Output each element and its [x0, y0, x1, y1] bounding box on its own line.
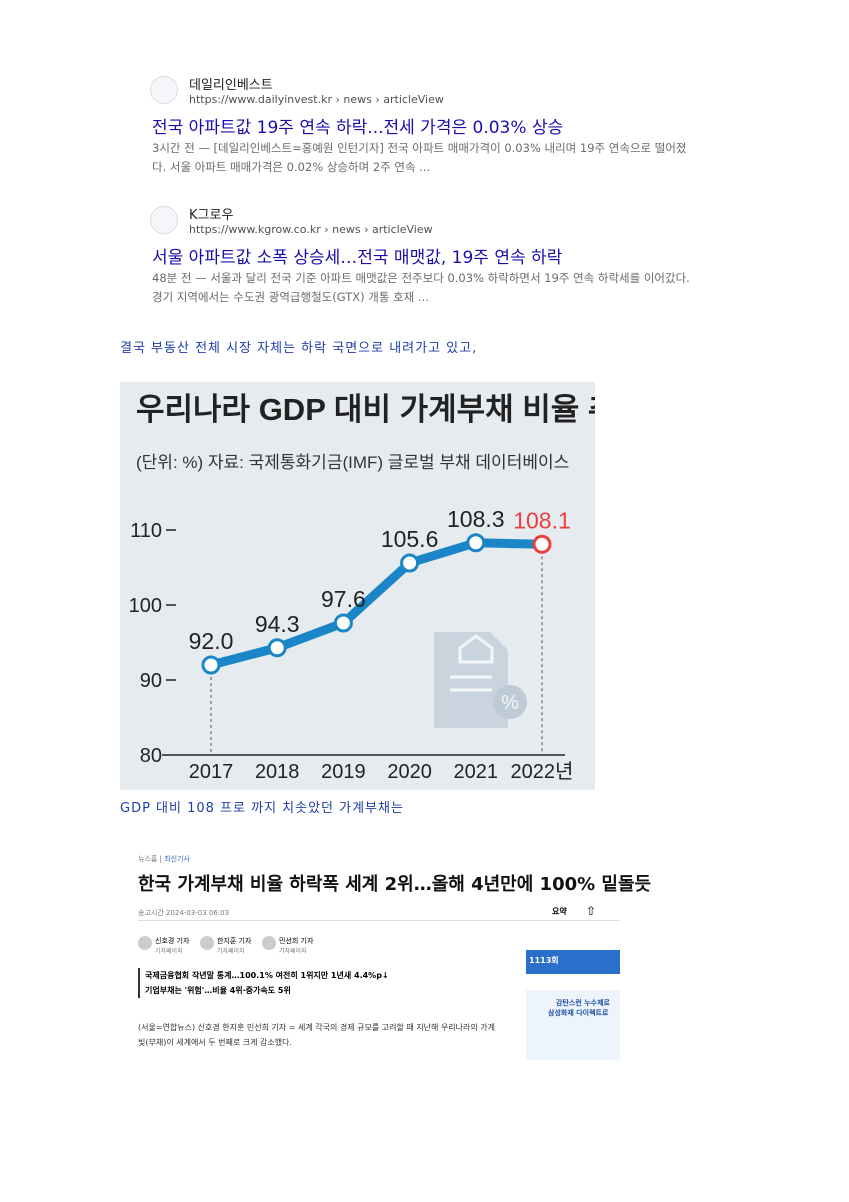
ad[interactable]: 감탄스런 누수제로 삼성화재 다이렉트로 [526, 990, 620, 1060]
chart-subtitle: (단위: %) 자료: 국제통화기금(IMF) 글로벌 부채 데이터베이스 [136, 453, 569, 472]
x-tick-label: 2022년 [511, 760, 574, 783]
chart: 우리나라 GDP 대비 가계부채 비율 추이 (단위: %) 자료: 국제통화기… [120, 382, 595, 790]
x-tick-label: 2021 [454, 761, 499, 783]
chart-title: 우리나라 GDP 대비 가계부채 비율 추이 [136, 392, 595, 427]
y-tick-label: 90 [140, 670, 162, 692]
ad-text: 삼성화재 다이렉트로 [548, 1009, 609, 1017]
bullet: 기업부채는 '위험'…비율 4위·증가속도 5위 [145, 986, 291, 995]
value-label: 108.1 [513, 507, 571, 533]
reporter-sub: 기자페이지 [217, 948, 245, 955]
avatar [262, 936, 276, 950]
result-title[interactable]: 서울 아파트값 소폭 상승세…전국 매맷값, 19주 연속 하락 [152, 248, 563, 268]
favicon [150, 206, 178, 234]
x-tick-label: 2020 [387, 761, 432, 783]
value-label: 105.6 [381, 526, 439, 552]
date: 송고시간 2024-03-03 06:03 [138, 909, 230, 917]
point [400, 553, 420, 573]
reporter-name[interactable]: 신호경 기자 [155, 937, 190, 945]
x-tick-label: 2017 [189, 761, 234, 783]
document-icon: % [434, 632, 527, 728]
headline: 한국 가계부채 비율 하락폭 세계 2위…올해 4년만에 100% 밑돌듯 [138, 874, 652, 895]
chart-background [120, 382, 595, 790]
reporter-name[interactable]: 민선희 기자 [279, 937, 314, 945]
result-title[interactable]: 전국 아파트값 19주 연속 하락...전세 가격은 0.03% 상승 [152, 118, 564, 138]
value-label: 94.3 [255, 611, 300, 637]
ad-text: 감탄스런 누수제로 [556, 999, 610, 1007]
site-name: 데일리인베스트 [189, 78, 273, 93]
y-tick-label: 100 [129, 595, 162, 617]
url: https://www.dailyinvest.kr › news › arti… [189, 93, 444, 106]
site-name: K그로우 [189, 208, 234, 223]
value-label: 108.3 [447, 506, 505, 532]
favicon [150, 76, 178, 104]
svg-text:%: % [501, 692, 519, 714]
snippet: 48분 전 — 서울과 달리 전국 기준 아파트 매맷값은 전주보다 0.03%… [152, 271, 690, 304]
y-tick-label: 110 [130, 520, 162, 542]
breadcrumb: 뉴스홈 | 최신기사 [138, 855, 190, 863]
point [333, 613, 353, 633]
news-screenshot: 뉴스홈 | 최신기사 한국 가계부채 비율 하락폭 세계 2위…올해 4년만에 … [138, 852, 651, 1062]
body: (서울=연합뉴스) 신호경 한지훈 민선희 기자 = 세계 각국의 경제 규모를… [138, 1023, 496, 1047]
point [466, 533, 486, 553]
avatar [200, 936, 214, 950]
x-tick-label: 2019 [321, 761, 366, 783]
reporter-name[interactable]: 한지훈 기자 [217, 937, 252, 945]
y-tick-label: 80 [140, 745, 162, 767]
point [532, 534, 552, 554]
point [267, 638, 287, 658]
caption: 결국 부동산 전체 시장 자체는 하락 국면으로 내려가고 있고, [120, 341, 478, 356]
point [201, 655, 221, 675]
url: https://www.kgrow.co.kr › news › article… [189, 223, 433, 236]
x-tick-label: 2018 [255, 761, 300, 783]
share-icon[interactable]: ⇧ [586, 904, 597, 918]
breadcrumb-item[interactable]: 뉴스홈 [138, 855, 158, 863]
line [209, 538, 543, 670]
avatar [138, 936, 152, 950]
summary-button[interactable]: 요약 [552, 907, 567, 916]
lotto-round: 1113회 [529, 956, 559, 965]
bullets: 국제금융협회 작년말 통계…100.1% 여전히 1위지만 1년새 4.4%p↓… [138, 968, 389, 998]
breadcrumb-item[interactable]: 최신기사 [164, 855, 190, 863]
divider [138, 920, 620, 921]
value-label: 97.6 [321, 586, 366, 612]
caption: GDP 대비 108 프로 까지 치솟았던 가계부채는 [120, 801, 404, 816]
value-label: 92.0 [189, 628, 234, 654]
lotto-banner[interactable]: 1113회 [526, 950, 620, 974]
snippet: 3시간 전 — [데일리인베스트=홍예원 인턴기자] 전국 아파트 매매가격이 … [152, 141, 687, 174]
reporter-sub: 기자페이지 [155, 948, 183, 955]
reporter-sub: 기자페이지 [279, 948, 307, 955]
bullet: 국제금융협회 작년말 통계…100.1% 여전히 1위지만 1년새 4.4%p↓ [145, 971, 389, 980]
